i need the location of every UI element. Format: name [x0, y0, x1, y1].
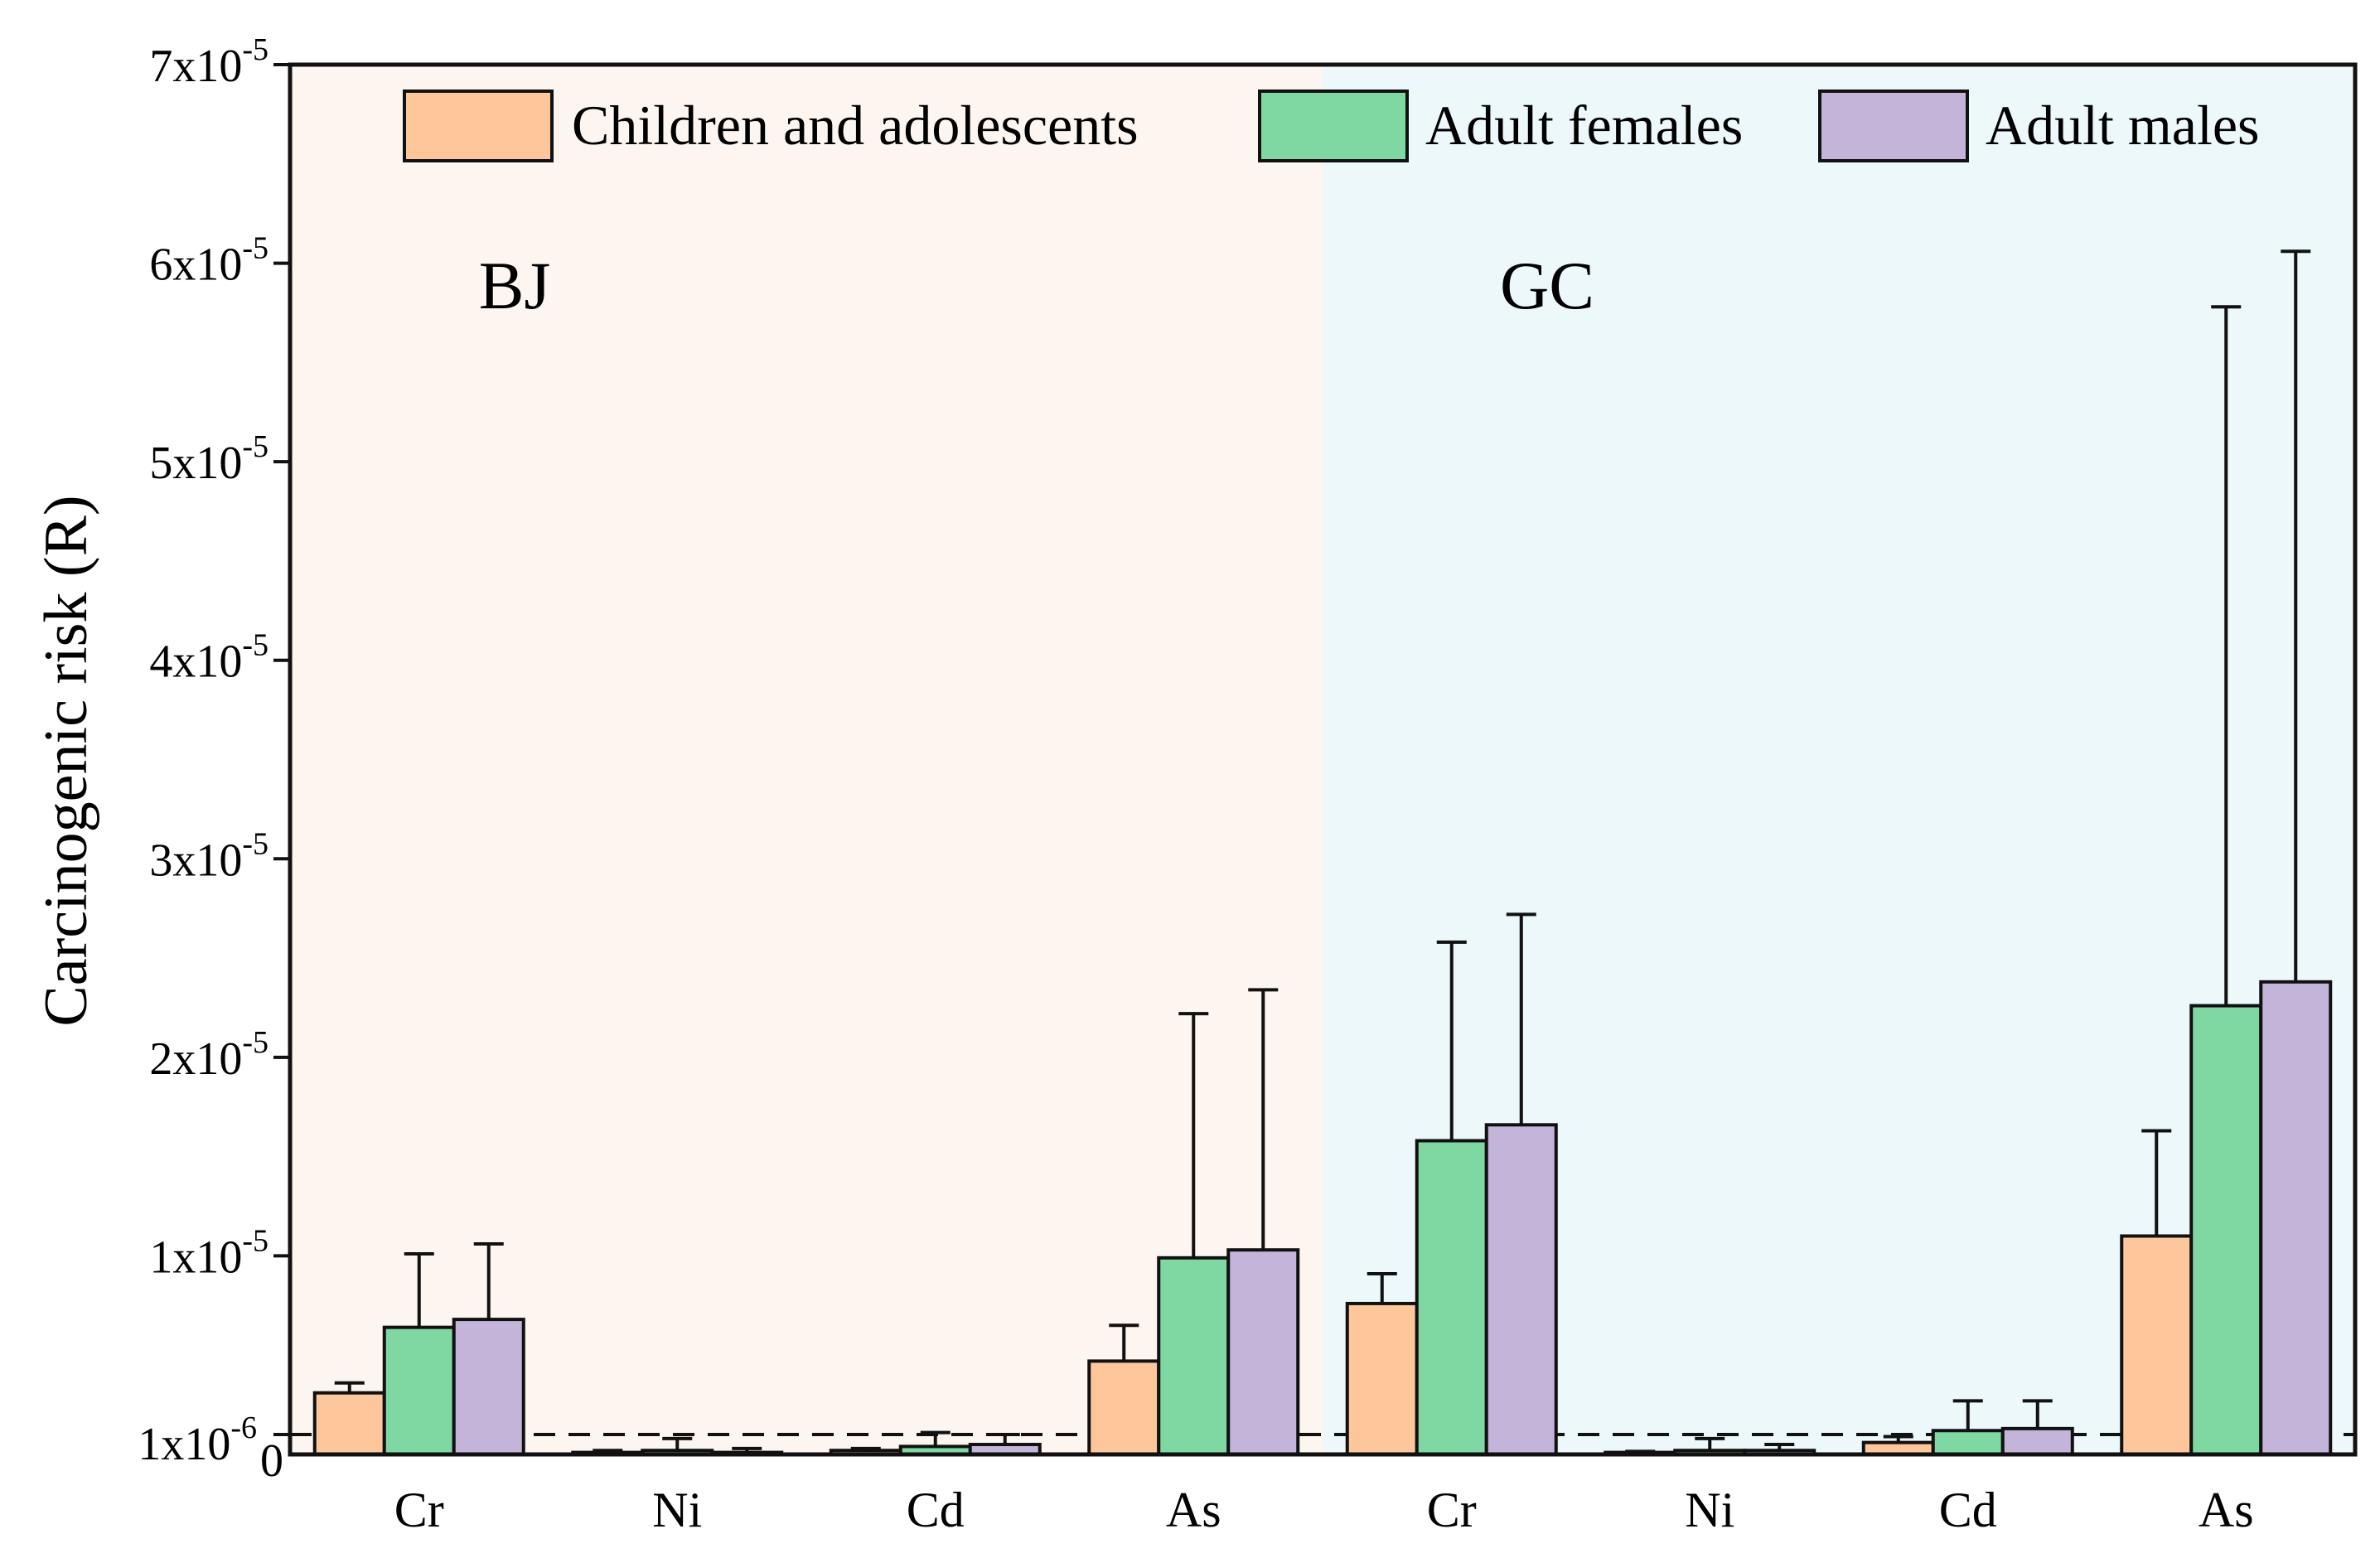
- bar-s0-c0: [312, 1391, 386, 1457]
- bar-s1-c0: [382, 1325, 456, 1457]
- x-tick-label-gc-as: As: [2199, 1483, 2254, 1537]
- plot-frame: [288, 62, 2358, 1457]
- bar-s0-c7: [2120, 1234, 2194, 1456]
- y-tick-label-5-base: 6x10: [149, 240, 242, 291]
- legend-label-2: Adult males: [1986, 94, 2260, 157]
- region-bg-bj: [290, 65, 1323, 1454]
- y-tick-label-4-base: 5x10: [149, 438, 242, 489]
- bar-s2-c0: [452, 1318, 525, 1456]
- y-tick-label-4-exp: -5: [242, 429, 268, 464]
- bar-s2-c6: [2000, 1426, 2074, 1456]
- bar-s1-c7: [2189, 1004, 2263, 1457]
- bar-s1-c4: [1415, 1139, 1488, 1457]
- legend: Children and adolescents Adult females Adu…: [403, 90, 2260, 162]
- y-axis-title: Carcinogenic risk (R): [32, 495, 100, 1026]
- y-tick-label-0: 1x10-5: [149, 1223, 268, 1283]
- bar-s2-c7: [2259, 980, 2333, 1456]
- legend-swatch-2: [1818, 90, 1969, 162]
- legend-swatch-0: [403, 90, 554, 162]
- region-backgrounds: [290, 65, 2355, 1454]
- y-tick-label-4: 5x10-5: [149, 429, 268, 489]
- x-tick-label-bj-ni: Ni: [652, 1483, 702, 1537]
- x-tick-label-gc-cd: Cd: [1939, 1483, 1997, 1537]
- x-tick-label-bj-as: As: [1166, 1483, 1221, 1537]
- y-tick-label-1: 2x10-5: [149, 1025, 268, 1085]
- bar-s0-c3: [1087, 1359, 1161, 1457]
- x-tick-label-bj-cd: Cd: [907, 1483, 965, 1537]
- y-tick-label-threshold: 1x10-6: [138, 1410, 257, 1470]
- y-tick-label-threshold-exp: -6: [230, 1410, 257, 1445]
- bar-s2-c3: [1226, 1248, 1300, 1457]
- y-tick-label-3-base: 4x10: [149, 636, 242, 688]
- y-tick-label-1-exp: -5: [242, 1025, 268, 1060]
- x-tick-label-bj-cr: Cr: [394, 1483, 444, 1537]
- region-label-bj: BJ: [479, 248, 551, 323]
- y-tick-label-3: 4x10-5: [149, 628, 268, 688]
- bars-layer: [312, 249, 2333, 1457]
- y-tick-label-6-base: 7x10: [149, 41, 242, 92]
- y-tick-label-threshold-base: 1x10: [138, 1419, 230, 1470]
- y-tick-label-5: 6x10-5: [149, 231, 268, 291]
- x-tick-label-gc-ni: Ni: [1685, 1483, 1734, 1537]
- y-tick-label-2: 3x10-5: [149, 826, 268, 886]
- y-tick-label-2-base: 3x10: [149, 835, 242, 886]
- region-label-gc: GC: [1500, 248, 1594, 323]
- bar-s1-c6: [1931, 1429, 2005, 1457]
- legend-label-1: Adult females: [1425, 94, 1743, 157]
- bar-s2-c4: [1484, 1123, 1558, 1456]
- y-tick-label-1-base: 2x10: [149, 1033, 242, 1085]
- y-tick-label-0-exp: -5: [242, 1223, 268, 1258]
- x-tick-label-gc-cr: Cr: [1427, 1483, 1477, 1537]
- y-tick-label-2-exp: -5: [242, 826, 268, 861]
- y-tick-label-3-exp: -5: [242, 628, 268, 663]
- axes-layer: [273, 62, 2358, 1457]
- y-tick-label-6: 7x10-5: [149, 32, 268, 92]
- y-tick-label-6-exp: -5: [242, 32, 268, 67]
- legend-swatch-1: [1258, 90, 1409, 162]
- y-tick-label-5-exp: -5: [242, 231, 268, 266]
- y-tick-label-0-base: 1x10: [149, 1231, 242, 1283]
- bar-s1-c3: [1157, 1256, 1231, 1457]
- y-tick-label-zero: 0: [260, 1435, 283, 1487]
- legend-label-0: Children and adolescents: [572, 94, 1139, 157]
- bar-s0-c4: [1345, 1301, 1419, 1456]
